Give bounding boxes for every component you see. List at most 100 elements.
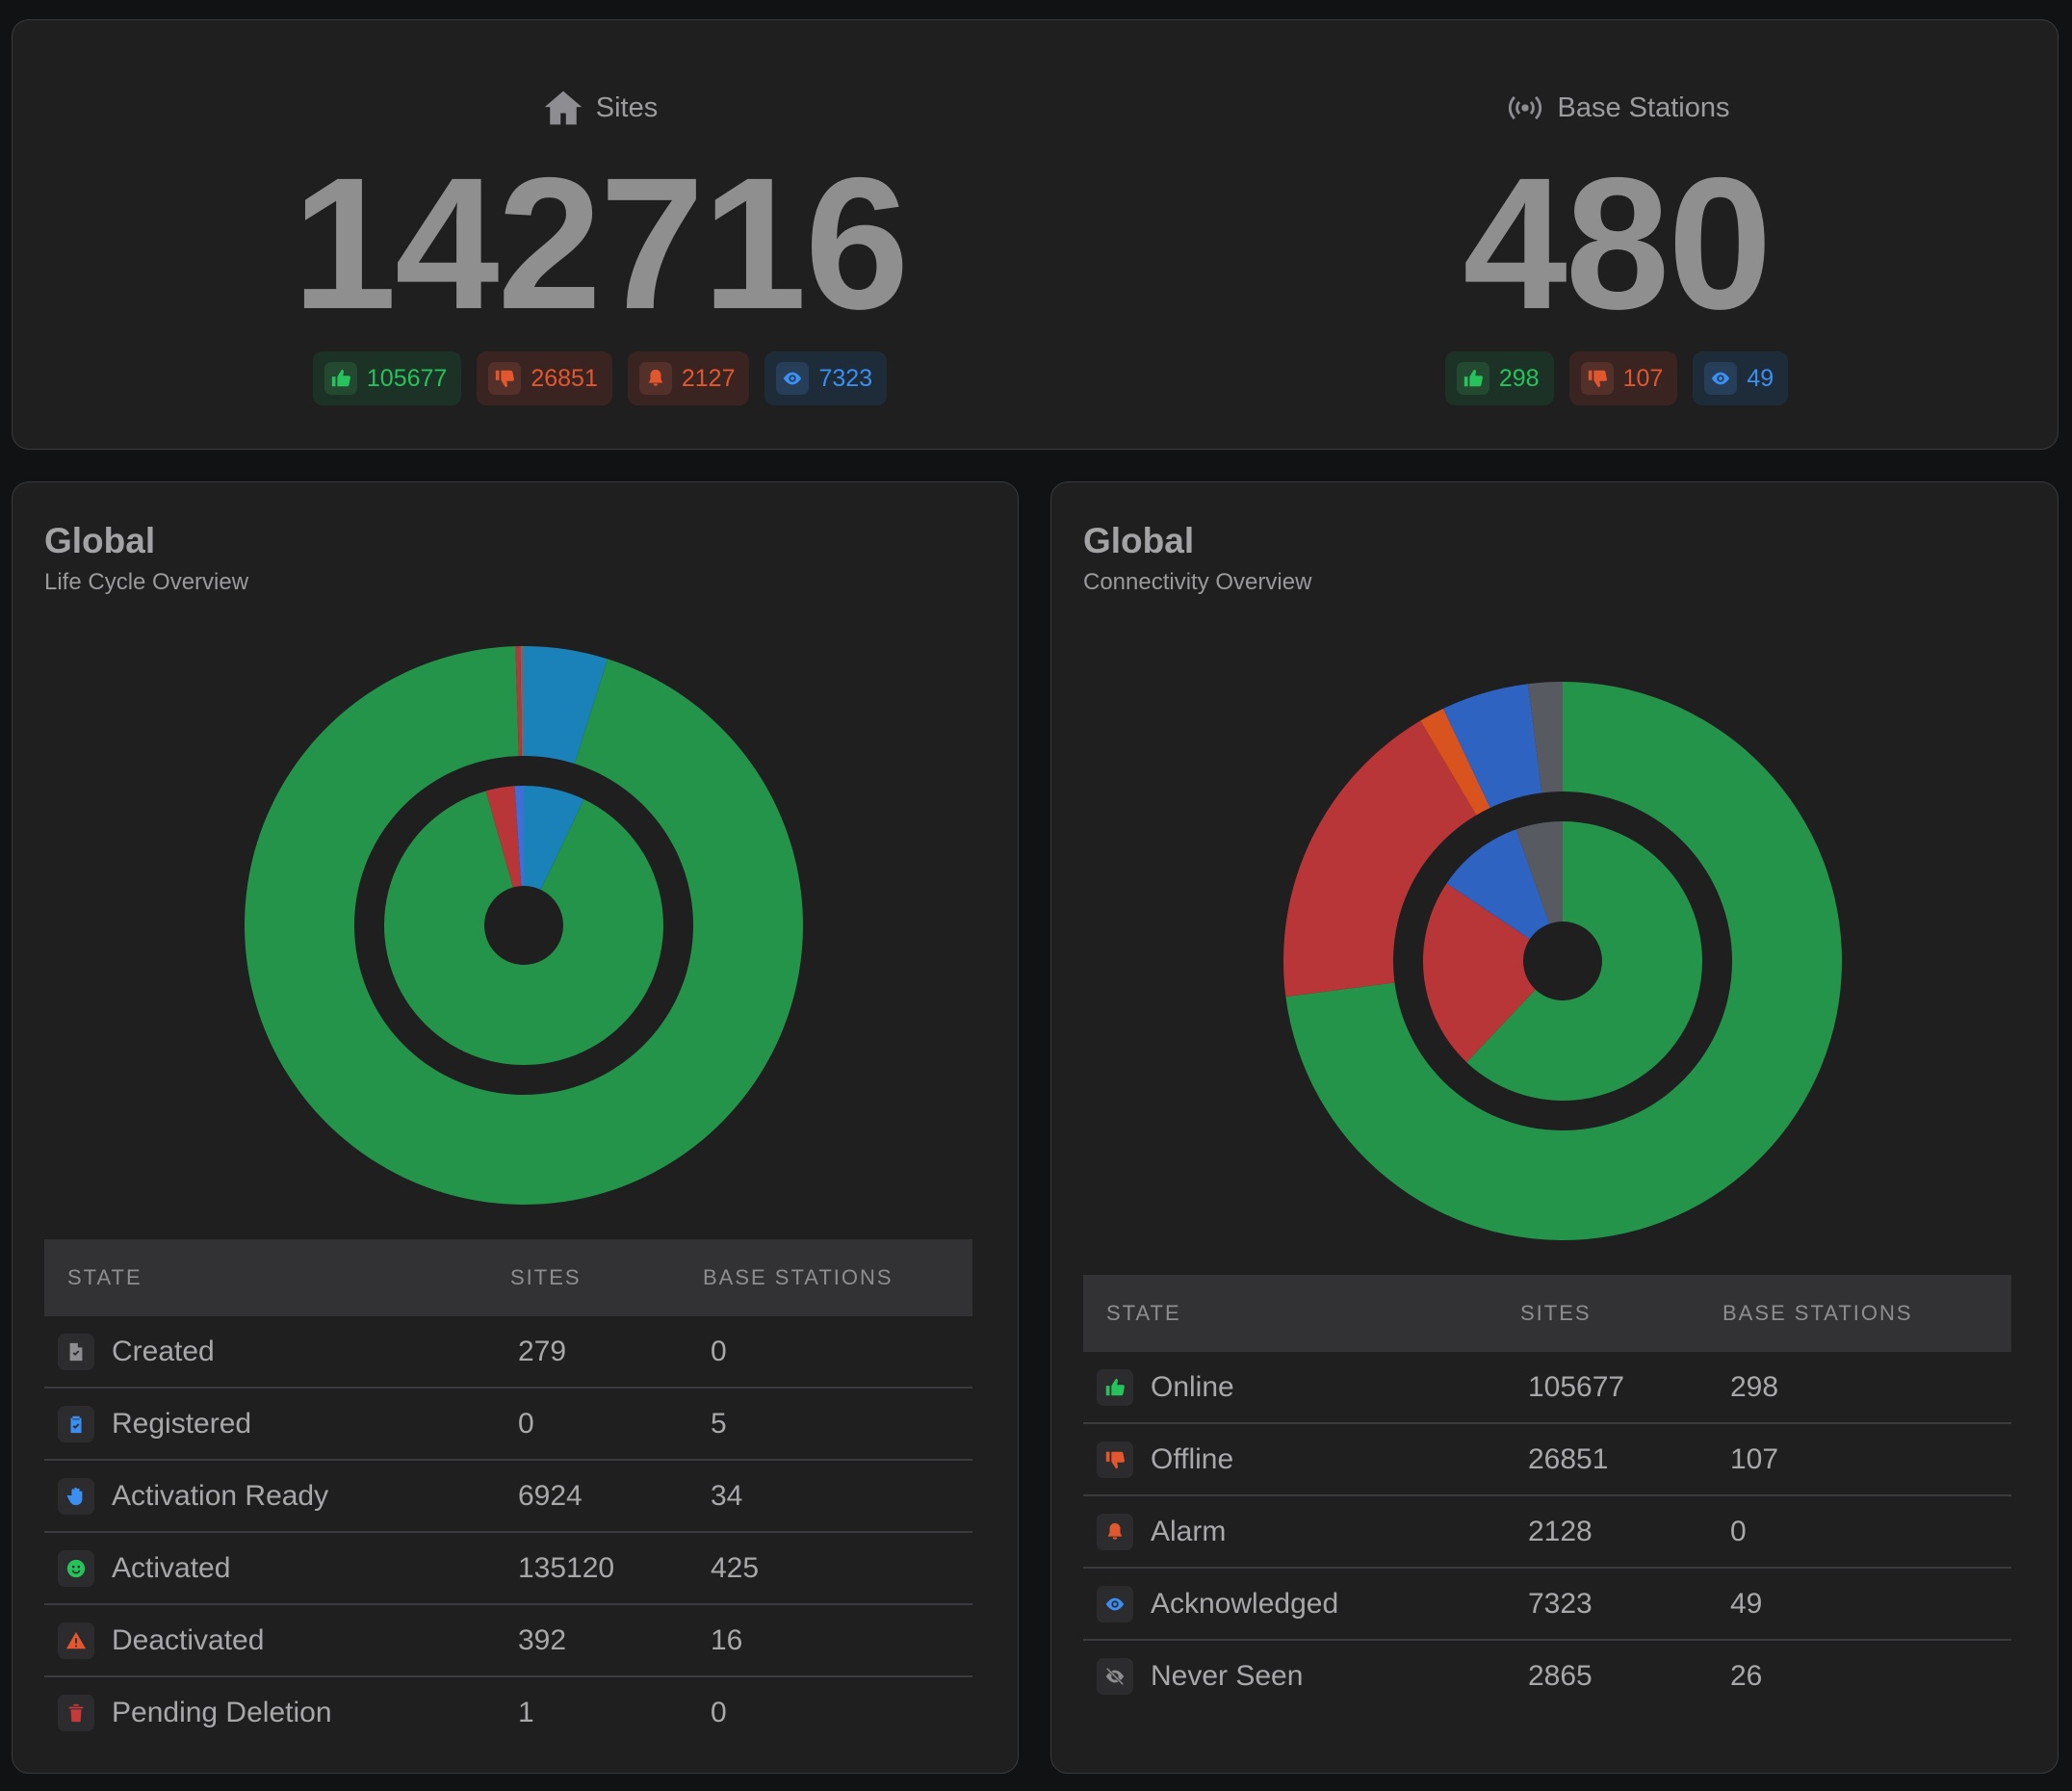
table-row-offline[interactable]: Offline 26851 107	[1083, 1423, 2011, 1496]
inner-slice-offline[interactable]	[1423, 883, 1536, 1063]
panel-title: Global	[44, 521, 156, 560]
inner-slice-online[interactable]	[1466, 821, 1702, 1101]
base-stations-count: 0	[1722, 1495, 2011, 1569]
base-stations-kpi: Base Stations 480 298 107 49	[1183, 20, 2050, 405]
sites-online-badge[interactable]: 105677	[312, 351, 462, 405]
inner-slice-activation-ready[interactable]	[524, 786, 584, 890]
sites-count: 7323	[1520, 1568, 1722, 1641]
summary-card: Sites 142716 105677 26851 2127 7323	[12, 19, 2059, 450]
trash-icon	[58, 1694, 94, 1731]
base-stations-count: 298	[1722, 1352, 2011, 1424]
base-stations-label: Base Stations	[1557, 91, 1730, 123]
inner-slice-registered[interactable]	[514, 786, 524, 887]
base-stations-count: 34	[703, 1460, 972, 1533]
inner-slice-never-seen[interactable]	[1515, 821, 1563, 924]
base-stations-acknowledged-badge[interactable]: 49	[1693, 351, 1789, 405]
sites-count: 0	[510, 1388, 703, 1461]
outer-slice-alarm[interactable]	[1420, 708, 1490, 816]
lifecycle-panel: Global Life Cycle Overview STATE SITES B…	[12, 481, 1019, 1774]
table-row-online[interactable]: Online 105677 298	[1083, 1352, 2011, 1424]
state-label: Deactivated	[112, 1623, 265, 1656]
table-row-activation-ready[interactable]: Activation Ready 6924 34	[44, 1460, 972, 1533]
sites-kpi-title: Sites	[167, 86, 1033, 130]
sites-label: Sites	[595, 91, 659, 123]
thumbs-up-icon	[331, 369, 350, 387]
panel-title: Global	[1083, 521, 1195, 560]
inner-slice-activated[interactable]	[384, 791, 663, 1065]
base-stations-count: 0	[711, 1696, 727, 1728]
sites-total: 142716	[292, 139, 910, 349]
outer-slice-acknowledged[interactable]	[1442, 684, 1542, 808]
outer-slice-never-seen[interactable]	[1528, 682, 1563, 793]
base-stations-count: 0	[703, 1316, 972, 1389]
outer-slice-pending-deletion[interactable]	[520, 646, 522, 757]
col-state: STATE	[1083, 1275, 1520, 1352]
eye-icon	[1712, 372, 1730, 385]
clipboard-check-icon	[58, 1405, 94, 1442]
inner-slice-deactivated[interactable]	[485, 786, 522, 888]
sites-count: 2865	[1528, 1659, 1593, 1692]
outer-slice-deactivated[interactable]	[515, 646, 522, 757]
base-stations-kpi-title: Base Stations	[1183, 86, 2050, 130]
state-label: Pending Deletion	[112, 1696, 332, 1728]
outer-slice-activated[interactable]	[245, 646, 803, 1205]
connectivity-table: STATE SITES BASE STATIONS Online 105677 29…	[1083, 1275, 2011, 1711]
inner-slice-acknowledged[interactable]	[1446, 829, 1550, 940]
table-row-created[interactable]: Created 279 0	[44, 1316, 972, 1389]
state-label: Never Seen	[1151, 1659, 1304, 1692]
sites-acknowledged-badge[interactable]: 7323	[764, 351, 888, 405]
table-row-acknowledged[interactable]: Acknowledged 7323 49	[1083, 1568, 2011, 1641]
lifecycle-donut-chart[interactable]	[245, 646, 803, 1205]
antenna-icon	[1508, 95, 1541, 120]
sites-kpi: Sites 142716 105677 26851 2127 7323	[167, 20, 1033, 405]
smile-icon	[58, 1549, 94, 1587]
sites-count: 26851	[1520, 1423, 1722, 1496]
state-label: Alarm	[1151, 1515, 1227, 1547]
sites-count: 392	[510, 1604, 703, 1677]
sites-count: 1	[518, 1696, 534, 1728]
outer-slice-activation-ready[interactable]	[524, 646, 609, 765]
base-stations-online-badge[interactable]: 298	[1444, 351, 1554, 405]
eye-slash-icon	[1097, 1657, 1133, 1695]
table-row-alarm[interactable]: Alarm 2128 0	[1083, 1495, 2011, 1569]
thumbs-up-icon	[1463, 369, 1483, 387]
table-row-never-seen[interactable]: Never Seen 2865 26	[1083, 1640, 2011, 1711]
eye-icon	[784, 372, 802, 385]
file-icon	[58, 1333, 94, 1370]
col-state: STATE	[44, 1239, 510, 1316]
thumbs-down-icon	[1588, 370, 1607, 388]
sites-alarm-badge[interactable]: 2127	[627, 351, 750, 405]
sites-offline-badge[interactable]: 26851	[477, 351, 612, 405]
state-label: Acknowledged	[1151, 1587, 1339, 1620]
state-label: Activation Ready	[112, 1479, 329, 1512]
base-stations-count: 26	[1730, 1659, 1763, 1692]
table-row-pending-deletion[interactable]: Pending Deletion 1 0	[44, 1676, 972, 1748]
lifecycle-table: STATE SITES BASE STATIONS Created 279 0 Reg…	[44, 1239, 972, 1748]
sites-count: 6924	[510, 1460, 703, 1533]
connectivity-donut-chart[interactable]	[1283, 682, 1842, 1240]
outer-slice-created[interactable]	[520, 646, 524, 757]
warning-icon	[58, 1622, 94, 1659]
thumbs-down-icon	[496, 370, 515, 388]
table-row-registered[interactable]: Registered 0 5	[44, 1388, 972, 1461]
base-stations-offline-badge[interactable]: 107	[1568, 351, 1678, 405]
eye-icon	[1097, 1585, 1133, 1622]
base-stations-count: 107	[1722, 1423, 2011, 1496]
table-row-deactivated[interactable]: Deactivated 392 16	[44, 1604, 972, 1677]
sites-count: 135120	[510, 1532, 703, 1605]
base-stations-count: 16	[703, 1604, 972, 1677]
state-label: Created	[112, 1335, 215, 1367]
hand-icon	[58, 1477, 94, 1515]
table-header: STATE SITES BASE STATIONS	[1083, 1275, 2011, 1352]
outer-slice-online[interactable]	[1285, 682, 1842, 1240]
sites-count: 279	[510, 1316, 703, 1389]
state-label: Online	[1151, 1370, 1234, 1403]
col-base-stations: BASE STATIONS	[1722, 1275, 2011, 1352]
table-row-activated[interactable]: Activated 135120 425	[44, 1532, 972, 1605]
thumbs-up-icon	[1097, 1368, 1133, 1406]
panel-subtitle: Life Cycle Overview	[44, 569, 249, 595]
base-stations-total: 480	[1463, 139, 1772, 349]
table-header: STATE SITES BASE STATIONS	[44, 1239, 972, 1316]
outer-slice-offline[interactable]	[1283, 720, 1477, 998]
panel-subtitle: Connectivity Overview	[1083, 569, 1312, 595]
